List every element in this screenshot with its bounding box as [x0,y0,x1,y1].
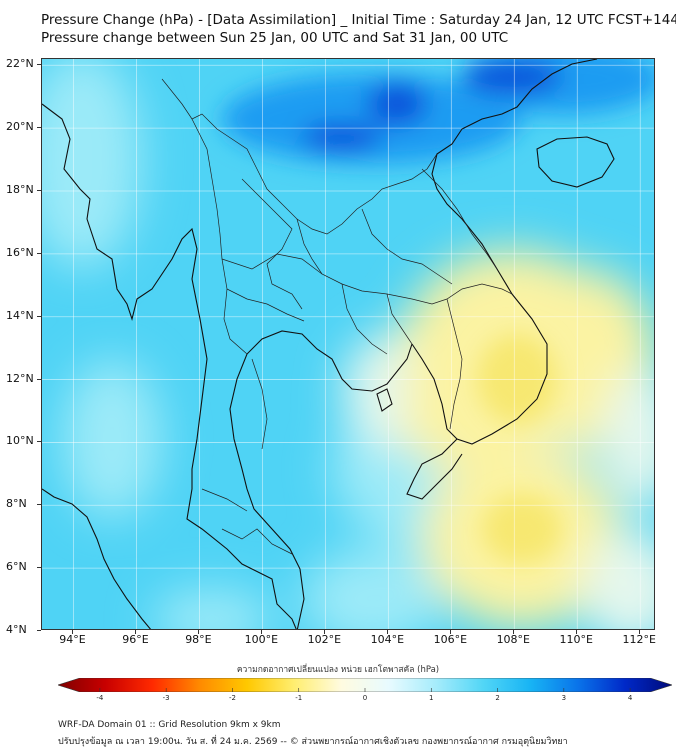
colorbar-tick-label: -2 [222,694,242,702]
longitude-tick [639,630,640,634]
map-title: Pressure Change (hPa) - [Data Assimilati… [41,11,676,29]
latitude-tick-label: 4°N [6,623,39,636]
longitude-tick-label: 108°E [493,633,533,646]
longitude-tick-label: 112°E [619,633,659,646]
longitude-tick [72,630,73,634]
latitude-tick [37,630,41,631]
longitude-tick [261,630,262,634]
latitude-tick-label: 6°N [6,560,39,573]
latitude-tick-label: 18°N [6,183,39,196]
colorbar-tick-label: 2 [488,694,508,702]
colorbar-tick-label: 4 [620,694,640,702]
latitude-tick [37,504,41,505]
longitude-tick [198,630,199,634]
latitude-tick-label: 16°N [6,246,39,259]
field-patch [367,82,427,126]
longitude-tick-label: 102°E [304,633,344,646]
latitude-tick-label: 22°N [6,57,39,70]
longitude-tick [324,630,325,634]
longitude-tick-label: 100°E [241,633,281,646]
colorbar-tick-label: -3 [156,694,176,702]
latitude-tick-label: 12°N [6,372,39,385]
latitude-tick [37,441,41,442]
latitude-tick-label: 8°N [6,497,39,510]
map-canvas [42,59,655,630]
longitude-tick-label: 94°E [52,633,92,646]
field-patch [62,359,162,519]
latitude-tick-label: 20°N [6,120,39,133]
latitude-tick-label: 14°N [6,309,39,322]
longitude-tick [576,630,577,634]
field-patch [302,123,382,151]
longitude-tick-label: 104°E [367,633,407,646]
longitude-tick [135,630,136,634]
longitude-tick-label: 96°E [115,633,155,646]
longitude-tick [450,630,451,634]
model-info: WRF-DA Domain 01 :: Grid Resolution 9km … [58,720,280,730]
latitude-tick [37,64,41,65]
longitude-tick [387,630,388,634]
latitude-tick [37,567,41,568]
field-patch [462,59,562,95]
map-subtitle: Pressure change between Sun 25 Jan, 00 U… [41,29,508,47]
colorbar-tick-label: 1 [421,694,441,702]
longitude-tick-label: 98°E [178,633,218,646]
map-panel [41,58,655,630]
field-patch [482,494,562,564]
latitude-tick [37,127,41,128]
longitude-tick-label: 106°E [430,633,470,646]
latitude-tick [37,190,41,191]
colorbar-tick-label: 0 [355,694,375,702]
colorbar-tick-label: 3 [554,694,574,702]
longitude-tick-label: 110°E [556,633,596,646]
colorbar [58,678,672,692]
longitude-tick [513,630,514,634]
colorbar-title: ความกดอากาศเปลี่ยนแปลง หน่วย เฮกโตพาสคัล… [0,662,676,676]
update-credit: ปรับปรุงข้อมูล ณ เวลา 19:00น. วัน ส. ที่… [58,734,568,748]
latitude-tick-label: 10°N [6,434,39,447]
latitude-tick [37,253,41,254]
latitude-tick [37,379,41,380]
colorbar-tick-label: -1 [289,694,309,702]
latitude-tick [37,316,41,317]
colorbar-tick-label: -4 [90,694,110,702]
